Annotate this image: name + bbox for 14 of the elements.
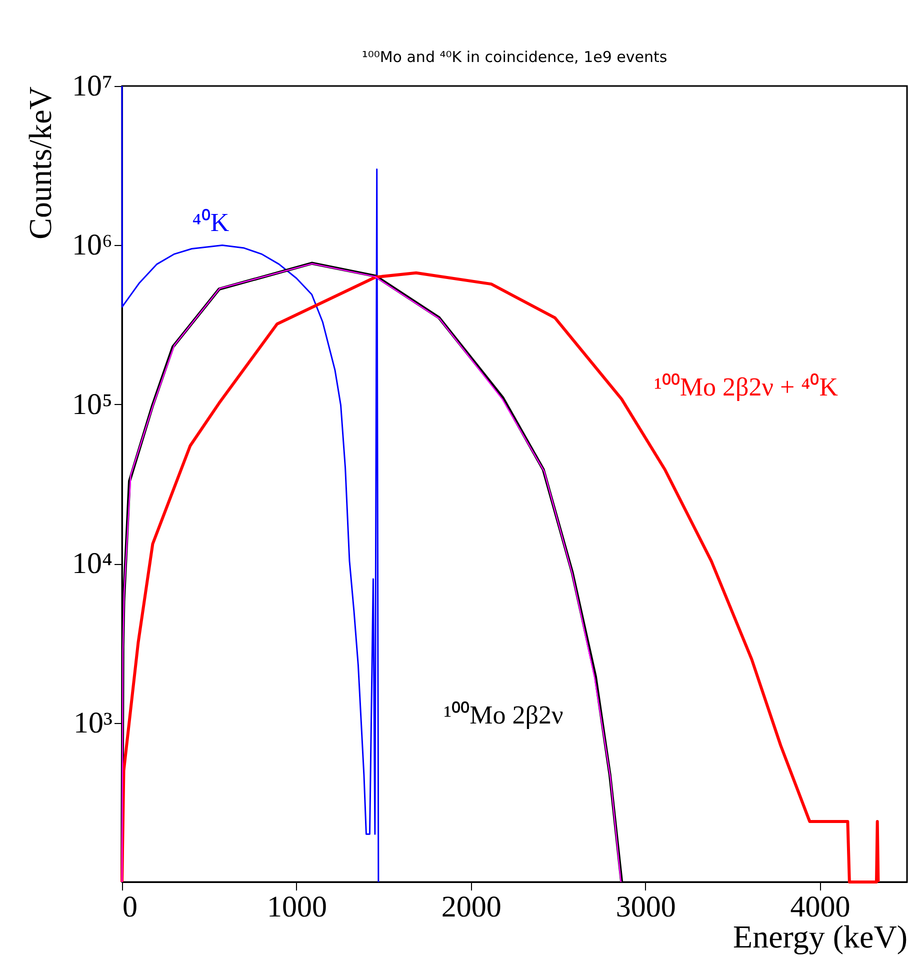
y-tick-label: 10⁵	[72, 388, 112, 421]
y-tick-label: 10⁷	[72, 70, 112, 102]
annotation: ¹⁰⁰Mo 2β2ν	[444, 700, 564, 730]
x-tick-label: 1000	[266, 890, 327, 924]
chart-title: ¹⁰⁰Mo and ⁴⁰K in coincidence, 1e9 events	[362, 48, 668, 66]
x-tick-label: 2000	[441, 890, 502, 924]
x-tick-label: 3000	[616, 890, 676, 924]
y-axis-title: Counts/keV	[22, 86, 58, 240]
annotation: ⁴⁰K	[192, 208, 230, 237]
y-tick-label: 10³	[74, 706, 112, 740]
y-tick-label: 10⁴	[72, 547, 112, 580]
annotation: ¹⁰⁰Mo 2β2ν + ⁴⁰K	[654, 372, 838, 402]
x-tick-label: 0	[122, 890, 138, 924]
y-tick-label: 10⁶	[72, 228, 112, 262]
